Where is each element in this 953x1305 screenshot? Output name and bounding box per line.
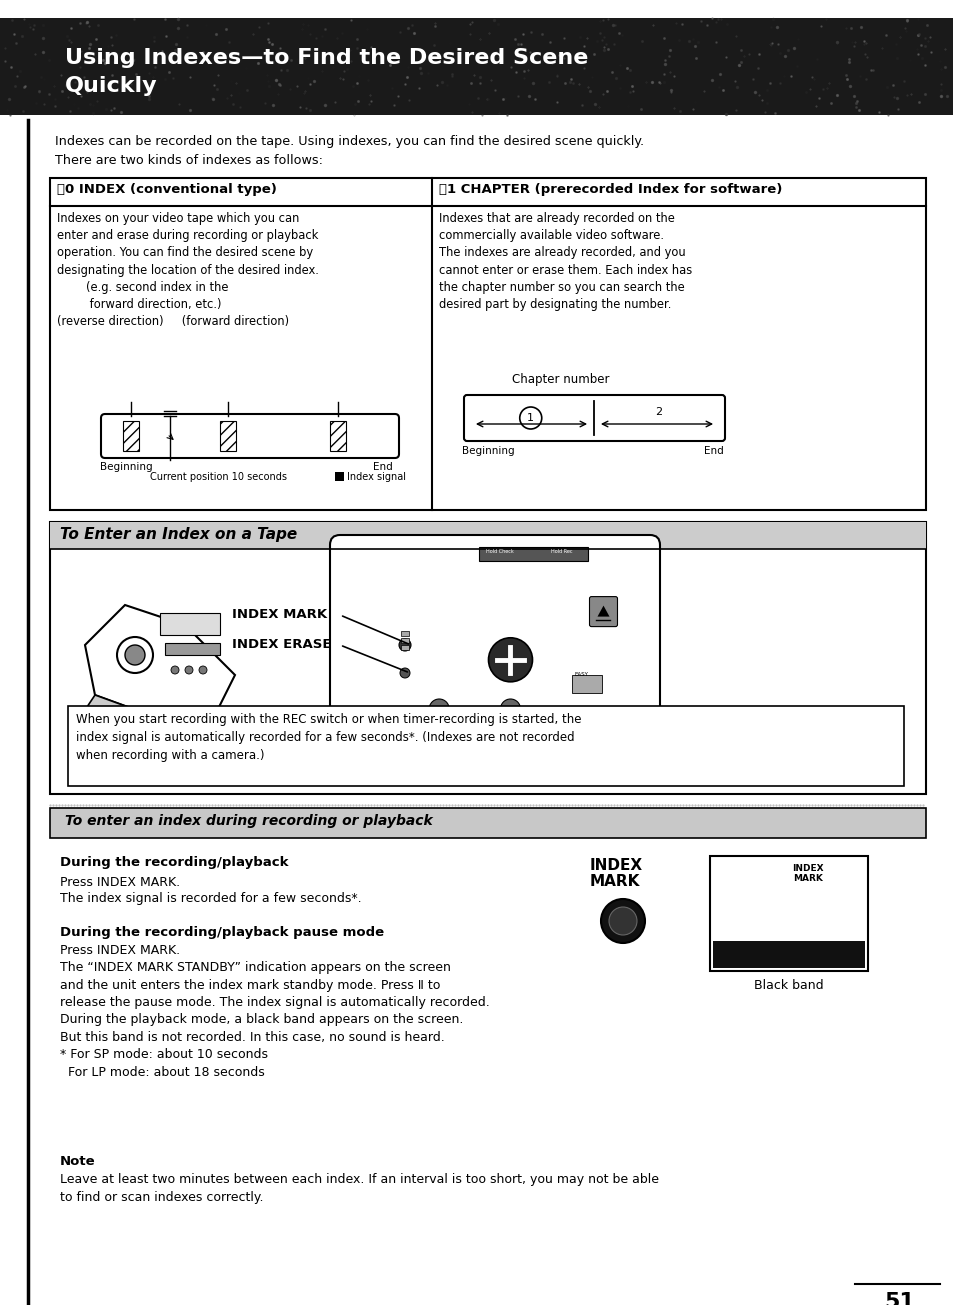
Circle shape — [399, 668, 410, 679]
Bar — [50, 522, 925, 793]
Circle shape — [185, 666, 193, 673]
Text: Press INDEX MARK.: Press INDEX MARK. — [60, 944, 180, 957]
Text: When you start recording with the REC switch or when timer-recording is started,: When you start recording with the REC sw… — [76, 713, 581, 762]
Text: During the recording/playback: During the recording/playback — [60, 856, 288, 869]
Text: Press INDEX MARK.: Press INDEX MARK. — [60, 876, 180, 889]
Bar — [123, 422, 139, 452]
Bar — [220, 422, 235, 452]
Circle shape — [199, 666, 207, 673]
Text: Using Indexes—to Find the Desired Scene: Using Indexes—to Find the Desired Scene — [65, 48, 588, 68]
Bar — [68, 706, 903, 786]
Circle shape — [171, 666, 179, 673]
Bar — [330, 422, 346, 452]
Bar — [0, 18, 953, 115]
Bar — [165, 643, 220, 655]
Bar — [479, 547, 587, 561]
Text: Beginning: Beginning — [461, 446, 514, 455]
FancyBboxPatch shape — [463, 395, 724, 441]
Text: Quickly: Quickly — [65, 76, 157, 97]
Text: EASY: EASY — [575, 672, 588, 677]
Bar — [50, 522, 925, 549]
Text: ⑂1 CHAPTER (prerecorded Index for software): ⑂1 CHAPTER (prerecorded Index for softwa… — [438, 183, 781, 196]
Text: Index signal: Index signal — [347, 472, 406, 482]
Text: To Enter an Index on a Tape: To Enter an Index on a Tape — [60, 527, 297, 542]
Circle shape — [429, 699, 449, 719]
Circle shape — [125, 645, 145, 666]
Text: 1: 1 — [527, 412, 534, 423]
Text: Leave at least two minutes between each index. If an interval is too short, you : Leave at least two minutes between each … — [60, 1173, 659, 1205]
Text: INDEX
MARK: INDEX MARK — [791, 864, 822, 883]
Text: Indexes that are already recorded on the
commercially available video software.
: Indexes that are already recorded on the… — [438, 211, 692, 311]
Text: Black band: Black band — [754, 979, 823, 992]
FancyBboxPatch shape — [589, 596, 617, 626]
Text: 2: 2 — [654, 407, 661, 418]
Text: Beginning: Beginning — [100, 462, 152, 472]
Text: Current position 10 seconds: Current position 10 seconds — [150, 472, 287, 482]
Bar — [400, 645, 409, 650]
Text: End: End — [703, 446, 723, 455]
Text: The index signal is recorded for a few seconds*.: The index signal is recorded for a few s… — [60, 893, 361, 904]
Text: Chapter number: Chapter number — [512, 373, 609, 386]
Text: INDEX ERASE: INDEX ERASE — [232, 638, 331, 651]
FancyBboxPatch shape — [101, 414, 398, 458]
Bar — [572, 675, 602, 693]
Bar — [50, 808, 925, 838]
Polygon shape — [85, 606, 234, 735]
Bar — [400, 632, 409, 636]
Text: Indexes can be recorded on the tape. Using indexes, you can find the desired sce: Indexes can be recorded on the tape. Usi… — [55, 134, 643, 167]
Text: ⑀0 INDEX (conventional type): ⑀0 INDEX (conventional type) — [57, 183, 276, 196]
Text: INDEX: INDEX — [589, 857, 642, 873]
Circle shape — [398, 639, 411, 651]
FancyBboxPatch shape — [330, 535, 659, 760]
Text: Indexes on your video tape which you can
enter and erase during recording or pla: Indexes on your video tape which you can… — [57, 211, 318, 328]
Text: The “INDEX MARK STANDBY” indication appears on the screen
and the unit enters th: The “INDEX MARK STANDBY” indication appe… — [60, 960, 489, 1079]
Polygon shape — [75, 696, 205, 745]
Text: To enter an index during recording or playback: To enter an index during recording or pl… — [65, 814, 433, 827]
Text: MARK: MARK — [589, 874, 639, 889]
Bar — [50, 177, 925, 510]
Bar — [712, 941, 864, 968]
Circle shape — [488, 638, 532, 681]
Text: During the recording/playback pause mode: During the recording/playback pause mode — [60, 927, 384, 940]
Text: End: End — [373, 462, 393, 472]
Text: 51: 51 — [883, 1292, 915, 1305]
Circle shape — [608, 907, 637, 934]
Text: Hold Rec: Hold Rec — [550, 549, 572, 555]
Text: Hold Check: Hold Check — [485, 549, 513, 555]
Bar — [160, 613, 220, 636]
Circle shape — [600, 899, 644, 944]
Bar — [335, 472, 344, 482]
Text: Note: Note — [60, 1155, 95, 1168]
Text: INDEX MARK: INDEX MARK — [232, 608, 327, 621]
Circle shape — [500, 699, 520, 719]
Polygon shape — [597, 606, 609, 616]
Bar — [400, 638, 409, 643]
Bar — [709, 856, 867, 971]
